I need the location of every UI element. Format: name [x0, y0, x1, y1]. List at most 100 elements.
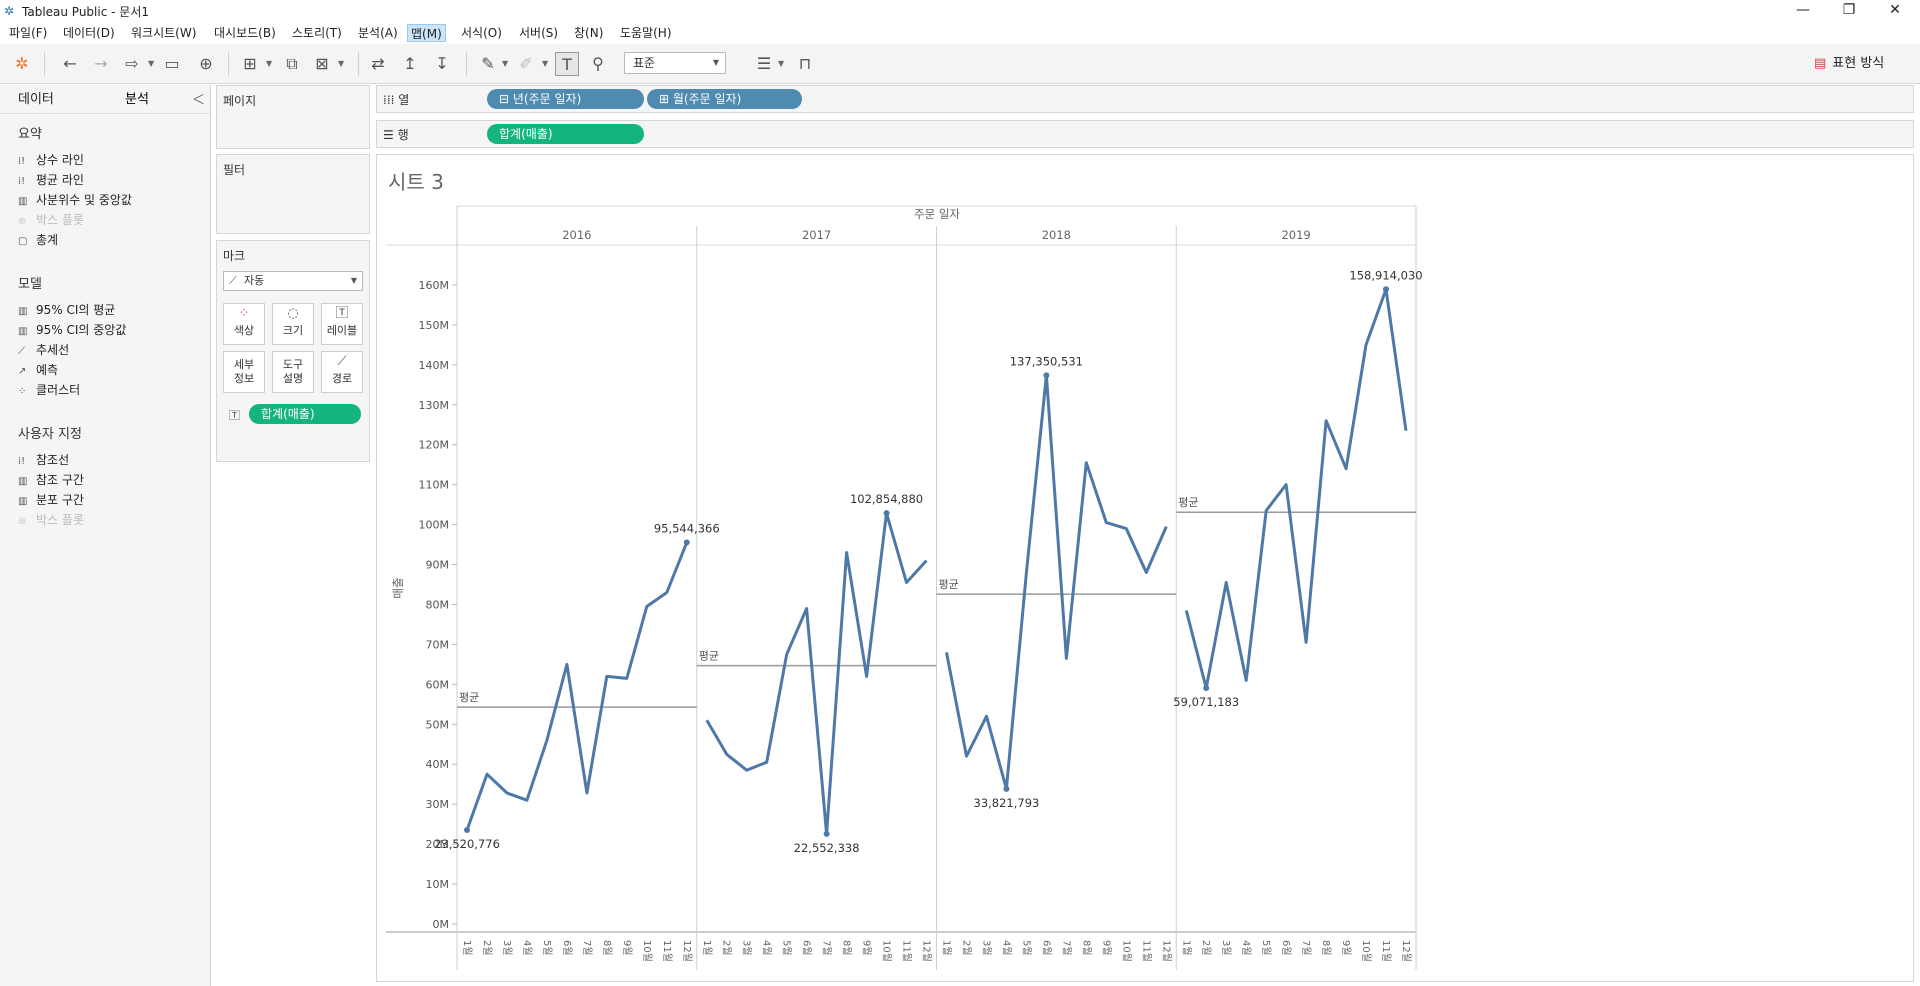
- month-tick-label: 6월: [1040, 940, 1052, 956]
- new-datasource-icon[interactable]: ⊕: [199, 54, 213, 73]
- labeled-point-marker: [464, 827, 470, 834]
- path-button[interactable]: ⟋ 경로: [321, 351, 363, 393]
- size-button[interactable]: ◌ 크기: [272, 303, 314, 345]
- rows-label-text: 행: [397, 128, 409, 142]
- menu-worksheet[interactable]: 워크시트(W): [131, 26, 197, 40]
- distribution-band-item[interactable]: ▥ 분포 구간: [18, 490, 84, 510]
- average-line-label: 평균: [459, 691, 479, 704]
- sort-ascending-icon[interactable]: ↥: [403, 54, 417, 73]
- minimize-button[interactable]: —: [1796, 2, 1810, 18]
- reference-line-item[interactable]: ⁞! 참조선: [18, 450, 69, 470]
- replay-icon[interactable]: ⇨: [125, 54, 139, 73]
- highlight-icon[interactable]: ✎: [481, 54, 495, 73]
- pages-card[interactable]: 페이지: [216, 85, 370, 149]
- replay-dropdown-icon[interactable]: ▼: [148, 59, 155, 68]
- y-tick-label: 0M: [433, 918, 450, 931]
- menu-analysis[interactable]: 분석(A): [358, 26, 398, 40]
- undo-icon[interactable]: ←: [63, 54, 77, 73]
- constant-line-item[interactable]: ⁞! 상수 라인: [18, 150, 84, 170]
- analytics-pane: 데이터 분석 ＜ 요약 ⁞! 상수 라인 ⁞! 평균 라인 ▥ 사분위수 및 중앙값 …: [0, 85, 211, 986]
- month-tick-label: 2월: [721, 940, 733, 956]
- fit-select[interactable]: 표준 ▼: [624, 52, 726, 74]
- new-worksheet-icon[interactable]: ⊞: [243, 54, 257, 73]
- tab-analytics[interactable]: 분석: [125, 92, 149, 107]
- section-model: 모델: [18, 277, 42, 292]
- duplicate-sheet-icon[interactable]: ⧉: [286, 54, 298, 73]
- toolbar: ✲ ← → ⇨ ▼ ▭ ⊕ ⊞ ▼ ⧉ ⊠ ▼ ⇄ ↥ ↧ ✎ ▼ ✐ ▼ T …: [0, 44, 1920, 84]
- data-label: 137,350,531: [1010, 354, 1083, 368]
- month-tick-label: 6월: [801, 940, 813, 956]
- tableau-home-icon[interactable]: ✲: [15, 54, 29, 73]
- tab-data[interactable]: 데이터: [18, 92, 54, 107]
- show-cards-dropdown-icon[interactable]: ▼: [778, 59, 785, 68]
- group-dropdown-icon[interactable]: ▼: [542, 59, 549, 68]
- reference-band-item[interactable]: ▥ 참조 구간: [18, 470, 84, 490]
- close-button[interactable]: ✕: [1889, 2, 1901, 18]
- item-label: 총계: [36, 233, 59, 247]
- presentation-mode-icon[interactable]: ⊓: [798, 54, 812, 73]
- totals-icon: ▢: [18, 236, 28, 247]
- mark-type-select[interactable]: ⟋ 자동 ▼: [223, 271, 363, 291]
- fix-axes-icon[interactable]: ⚲: [592, 54, 604, 73]
- chevron-down-icon: ▼: [712, 58, 719, 67]
- show-me-button[interactable]: ▤ 표현 방식: [1814, 52, 1884, 76]
- redo-icon[interactable]: →: [94, 54, 108, 73]
- month-tick-label: 12월: [681, 940, 693, 962]
- year-order-date-pill[interactable]: ⊟ 년(주문 일자): [487, 89, 644, 109]
- group-members-icon[interactable]: ✐: [519, 54, 533, 73]
- swap-rows-columns-icon[interactable]: ⇄: [371, 54, 385, 73]
- clear-sheet-dropdown-icon[interactable]: ▼: [338, 59, 345, 68]
- ci-average-item[interactable]: ▥ 95% CI의 평균: [18, 300, 115, 320]
- cluster-item[interactable]: ⁘ 클러스터: [18, 380, 80, 400]
- sort-descending-icon[interactable]: ↧: [435, 54, 449, 73]
- labeled-point-marker: [1043, 372, 1050, 379]
- average-line-item[interactable]: ⁞! 평균 라인: [18, 170, 84, 190]
- data-label: 33,821,793: [974, 796, 1040, 810]
- section-summary: 요약: [18, 127, 42, 142]
- forecast-item[interactable]: ↗ 예측: [18, 360, 58, 380]
- label-field-pill[interactable]: 합계(매출): [249, 404, 361, 424]
- item-label: 사분위수 및 중앙값: [36, 193, 132, 207]
- fit-select-value: 표준: [633, 56, 656, 70]
- highlight-dropdown-icon[interactable]: ▼: [502, 59, 509, 68]
- y-tick-label: 80M: [426, 598, 450, 611]
- month-tick-label: 6월: [561, 940, 573, 956]
- collapse-pane-icon[interactable]: ＜: [192, 93, 206, 108]
- columns-label-text: 열: [398, 93, 410, 107]
- menu-dashboard[interactable]: 대시보드(B): [214, 26, 276, 40]
- ci-median-item[interactable]: ▥ 95% CI의 중앙값: [18, 320, 126, 340]
- section-custom: 사용자 지정: [18, 427, 82, 442]
- custom-box-plot-item: ⊕ 박스 플롯: [18, 510, 84, 530]
- show-cards-icon[interactable]: ☰: [756, 54, 772, 73]
- show-mark-labels-icon[interactable]: T: [555, 52, 579, 76]
- menu-data[interactable]: 데이터(D): [63, 26, 115, 40]
- menu-file[interactable]: 파일(F): [9, 26, 48, 40]
- filters-card[interactable]: 필터: [216, 154, 370, 234]
- item-label: 분포 구간: [36, 493, 84, 507]
- month-order-date-pill[interactable]: ⊞ 월(주문 일자): [647, 89, 802, 109]
- trend-line-item[interactable]: ⟋ 추세선: [18, 340, 69, 360]
- menu-window[interactable]: 창(N): [574, 26, 604, 40]
- menu-story[interactable]: 스토리(T): [292, 26, 342, 40]
- window-title: Tableau Public - 문서1: [22, 5, 149, 19]
- y-tick-label: 120M: [419, 439, 450, 452]
- label-button[interactable]: 🅃 레이블: [321, 303, 363, 345]
- detail-button[interactable]: 세부 정보: [223, 351, 265, 393]
- color-button[interactable]: ⁘ 색상: [223, 303, 265, 345]
- toolbar-separator: [466, 52, 467, 76]
- new-worksheet-dropdown-icon[interactable]: ▼: [266, 59, 273, 68]
- menu-map[interactable]: 맵(M): [407, 24, 446, 42]
- clear-sheet-icon[interactable]: ⊠: [315, 54, 329, 73]
- y-tick-label: 20M: [426, 838, 450, 851]
- year-header-2017: 2017: [802, 228, 831, 242]
- totals-item[interactable]: ▢ 총계: [18, 230, 58, 250]
- median-quartiles-item[interactable]: ▥ 사분위수 및 중앙값: [18, 190, 132, 210]
- label-field-icon: 🅃: [229, 409, 240, 422]
- menu-server[interactable]: 서버(S): [519, 26, 559, 40]
- menu-format[interactable]: 서식(O): [461, 26, 502, 40]
- tooltip-button[interactable]: 도구 설명: [272, 351, 314, 393]
- save-icon[interactable]: ▭: [164, 54, 180, 73]
- sum-sales-pill[interactable]: 합계(매출): [487, 124, 644, 144]
- menu-help[interactable]: 도움말(H): [620, 26, 672, 40]
- restore-button[interactable]: ❐: [1842, 2, 1856, 18]
